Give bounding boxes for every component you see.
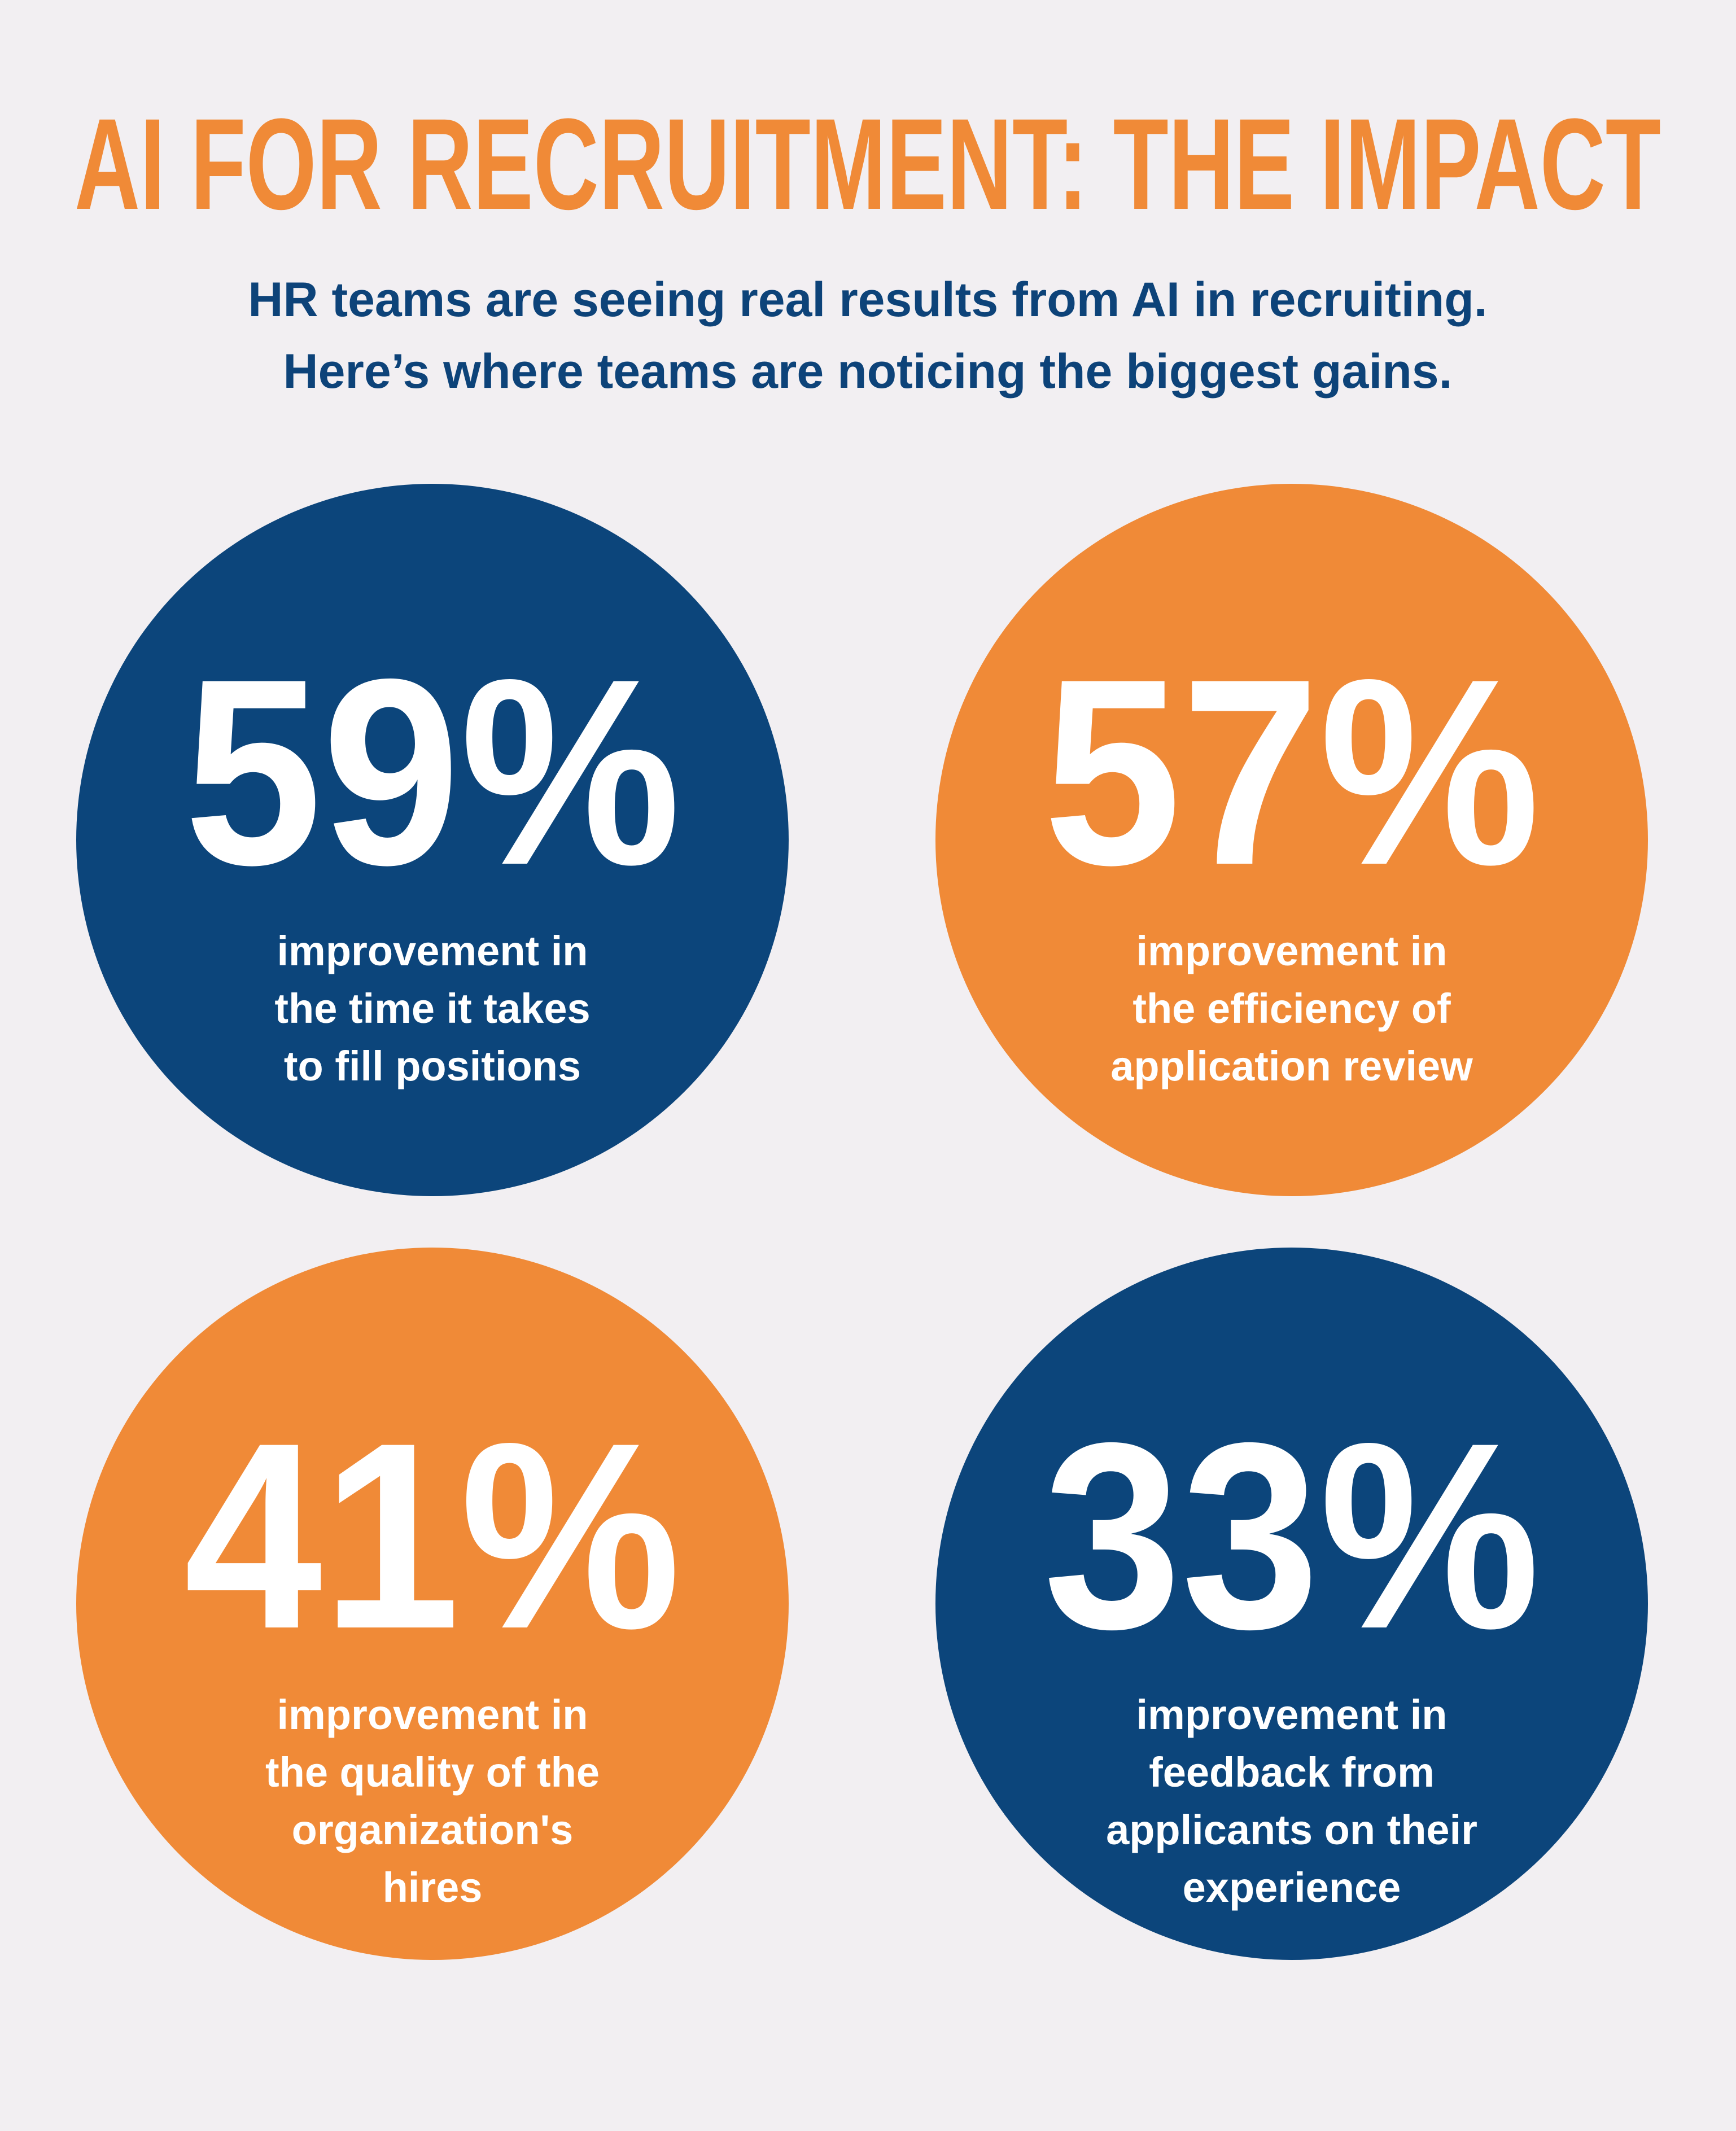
stat-description: the time it takes [274,985,590,1032]
title: AI FOR RECRUITMENT: THE IMPACT [75,91,1661,237]
stat-description: to fill positions [284,1043,581,1089]
stat-description: applicants on their [1106,1806,1477,1853]
stat-description: application review [1110,1043,1473,1089]
stat-description: the quality of the [265,1749,600,1796]
stat-value: 33% [1043,1388,1540,1684]
stat-value: 41% [184,1388,681,1684]
stat-circle [935,1248,1648,1960]
stat-circle [76,484,789,1196]
stat-description: improvement in [1136,1691,1448,1738]
stat-description: organization's [292,1806,574,1853]
stat-description: experience [1183,1864,1401,1911]
stat-description: the efficiency of [1132,985,1451,1032]
stat-description: improvement in [1136,927,1448,974]
subtitle-line: HR teams are seeing real results from AI… [248,273,1487,327]
stat-description: improvement in [277,1691,588,1738]
stat-description: improvement in [277,927,588,974]
stat-circle [76,1248,789,1960]
stat-value: 59% [184,624,681,920]
subtitle-line: Here’s where teams are noticing the bigg… [283,344,1453,399]
stat-value: 57% [1043,624,1540,920]
stat-description: feedback from [1149,1749,1435,1796]
stat-description: hires [383,1864,483,1911]
stat-circle [935,484,1648,1196]
